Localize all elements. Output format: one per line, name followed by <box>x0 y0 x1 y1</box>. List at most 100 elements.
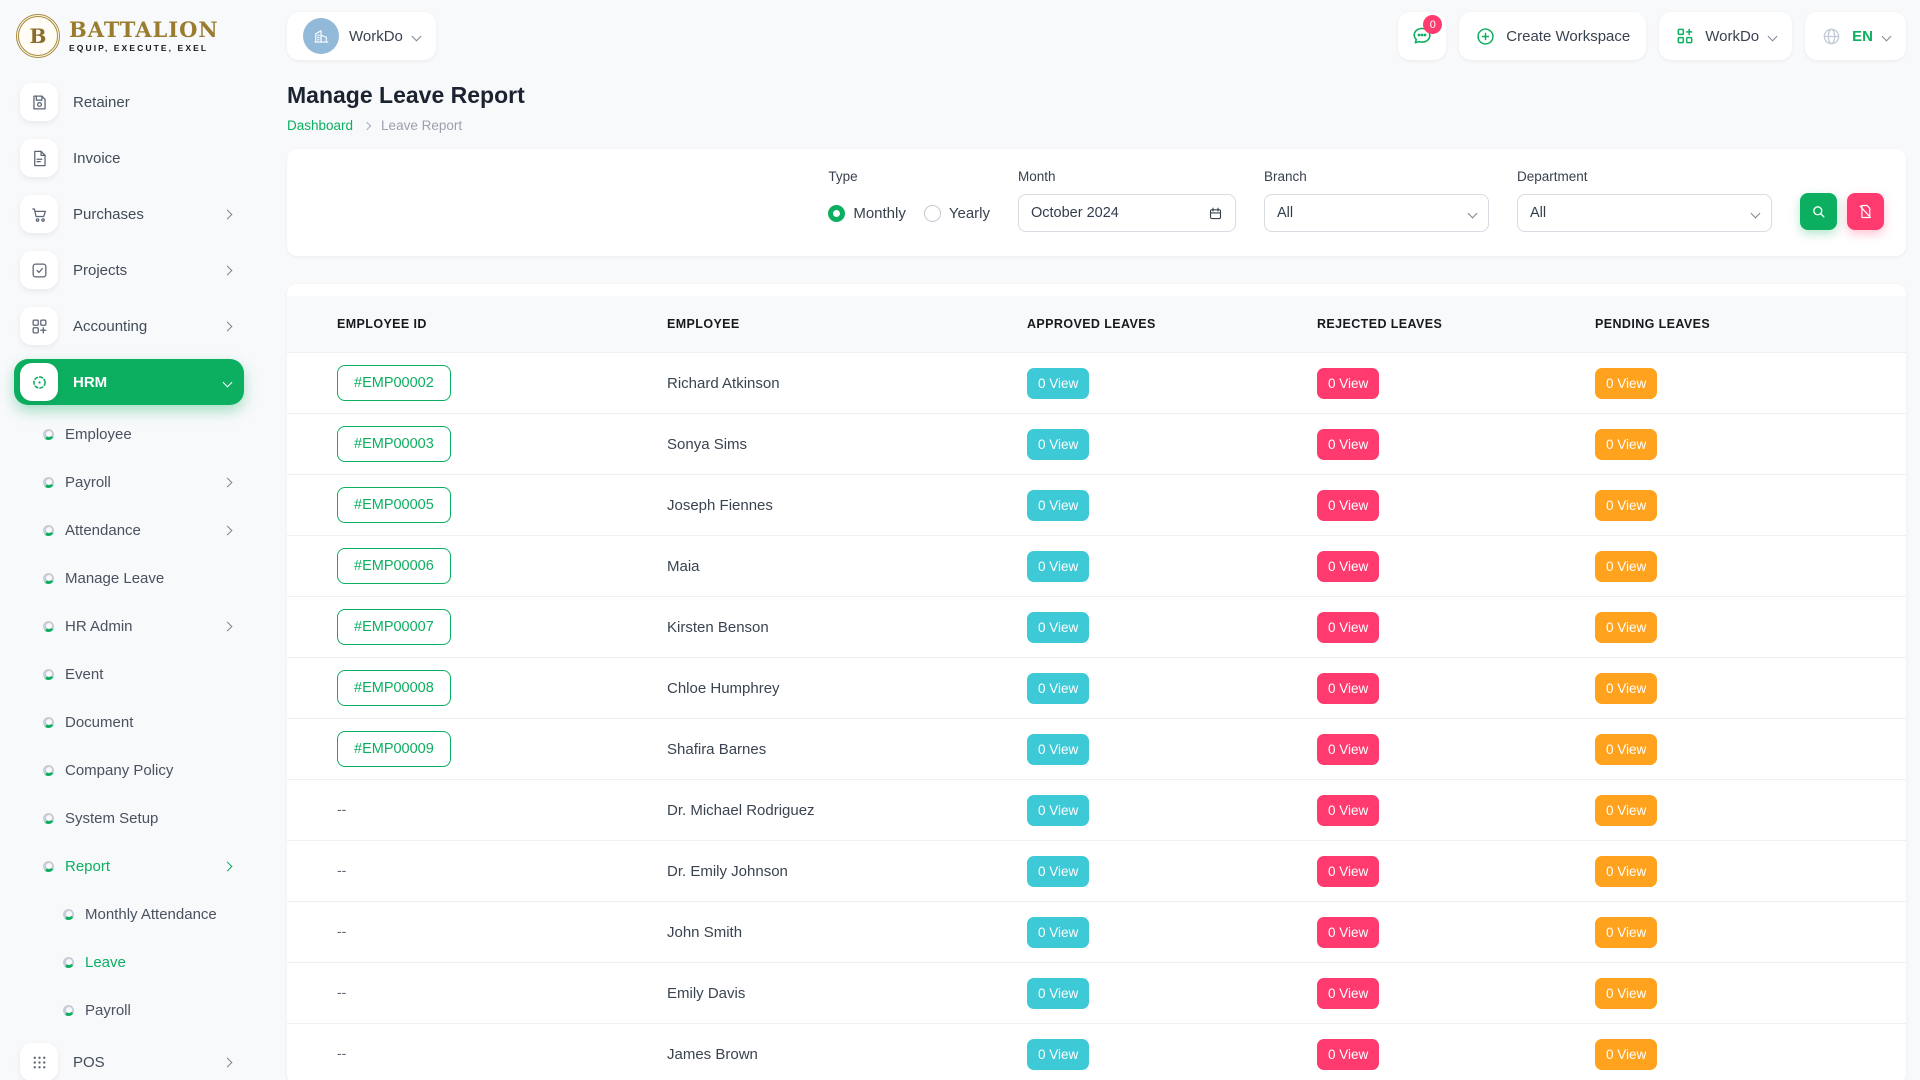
app-menu-label: WorkDo <box>1705 27 1760 45</box>
clear-filter-button[interactable] <box>1847 193 1884 230</box>
pending-view-button[interactable]: 0 View <box>1595 489 1658 521</box>
rejected-view-button[interactable]: 0 View <box>1317 1038 1380 1070</box>
sidebar-item-purchases[interactable]: Purchases <box>14 186 244 242</box>
rejected-view-button[interactable]: 0 View <box>1317 550 1380 582</box>
rejected-view-button[interactable]: 0 View <box>1317 367 1380 399</box>
employee-id-badge[interactable]: #EMP00007 <box>337 609 451 645</box>
sidebar-item-label: Invoice <box>73 149 121 167</box>
sidebar-subitem-report[interactable]: Report <box>14 842 244 890</box>
sidebar-subitem-system-setup[interactable]: System Setup <box>14 794 244 842</box>
rejected-view-button[interactable]: 0 View <box>1317 916 1380 948</box>
column-header-rejected-leaves: REJECTED LEAVES <box>1317 317 1443 331</box>
sidebar-subitem-report-payroll[interactable]: Payroll <box>14 986 244 1034</box>
approved-view-button[interactable]: 0 View <box>1027 977 1090 1009</box>
approved-view-button[interactable]: 0 View <box>1027 794 1090 826</box>
table-row: #EMP00007 Kirsten Benson 0 View 0 View 0… <box>287 596 1906 657</box>
approved-view-button[interactable]: 0 View <box>1027 489 1090 521</box>
check-square-icon <box>20 251 58 289</box>
chevron-right-icon <box>222 477 233 487</box>
approved-view-button[interactable]: 0 View <box>1027 1038 1090 1070</box>
employee-id-badge[interactable]: #EMP00002 <box>337 365 451 401</box>
employee-id-badge[interactable]: -- <box>337 923 347 939</box>
search-button[interactable] <box>1800 193 1837 230</box>
app-menu-button[interactable]: WorkDo <box>1659 12 1793 60</box>
radio-checked-icon[interactable] <box>828 204 846 222</box>
approved-view-button[interactable]: 0 View <box>1027 672 1090 704</box>
pending-view-button[interactable]: 0 View <box>1595 550 1658 582</box>
messages-button[interactable]: 0 <box>1398 12 1447 60</box>
workspace-switcher[interactable]: WorkDo <box>287 12 436 60</box>
approved-view-button[interactable]: 0 View <box>1027 916 1090 948</box>
language-selector[interactable]: EN <box>1805 12 1906 60</box>
sidebar-subitem-hr-admin[interactable]: HR Admin <box>14 602 244 650</box>
sidebar-item-hrm[interactable]: HRM <box>14 359 244 405</box>
month-input[interactable]: October 2024 <box>1018 194 1236 232</box>
sidebar-subitem-document[interactable]: Document <box>14 698 244 746</box>
employee-id-badge[interactable]: #EMP00005 <box>337 487 451 523</box>
employee-id-badge[interactable]: #EMP00008 <box>337 670 451 706</box>
pending-view-button[interactable]: 0 View <box>1595 428 1658 460</box>
sidebar-subitem-attendance[interactable]: Attendance <box>14 506 244 554</box>
sidebar-item-accounting[interactable]: Accounting <box>14 298 244 354</box>
rejected-view-button[interactable]: 0 View <box>1317 672 1380 704</box>
rejected-view-button[interactable]: 0 View <box>1317 794 1380 826</box>
rejected-view-button[interactable]: 0 View <box>1317 733 1380 765</box>
sidebar-subitem-event[interactable]: Event <box>14 650 244 698</box>
file-slash-icon <box>1859 204 1872 219</box>
brand-logo[interactable]: B BATTALION EQUIP, EXECUTE, EXEL <box>14 0 260 64</box>
table-row: -- Emily Davis 0 View 0 View 0 View <box>287 962 1906 1023</box>
pending-view-button[interactable]: 0 View <box>1595 794 1658 826</box>
sidebar-item-invoice[interactable]: Invoice <box>14 130 244 186</box>
pending-view-button[interactable]: 0 View <box>1595 672 1658 704</box>
pending-view-button[interactable]: 0 View <box>1595 977 1658 1009</box>
pending-view-button[interactable]: 0 View <box>1595 855 1658 887</box>
pending-view-button[interactable]: 0 View <box>1595 367 1658 399</box>
sidebar-item-retainer[interactable]: Retainer <box>14 74 244 130</box>
approved-view-button[interactable]: 0 View <box>1027 550 1090 582</box>
pending-view-button[interactable]: 0 View <box>1595 916 1658 948</box>
rejected-view-button[interactable]: 0 View <box>1317 489 1380 521</box>
rejected-view-button[interactable]: 0 View <box>1317 611 1380 643</box>
filter-card: Type Monthly Yearly Month October 2024 B… <box>287 149 1906 256</box>
radio-unchecked-icon[interactable] <box>923 204 941 222</box>
rejected-view-button[interactable]: 0 View <box>1317 428 1380 460</box>
sidebar-subitem-label: Company Policy <box>65 761 174 779</box>
employee-id-badge[interactable]: -- <box>337 862 347 878</box>
sidebar-subitem-payroll[interactable]: Payroll <box>14 458 244 506</box>
sidebar-item-projects[interactable]: Projects <box>14 242 244 298</box>
sidebar-item-pos[interactable]: POS <box>14 1034 244 1080</box>
month-value: October 2024 <box>1031 205 1119 221</box>
employee-name: Dr. Emily Johnson <box>667 862 788 880</box>
approved-view-button[interactable]: 0 View <box>1027 611 1090 643</box>
pending-view-button[interactable]: 0 View <box>1595 733 1658 765</box>
bullet-icon <box>63 1004 74 1016</box>
employee-id-badge[interactable]: #EMP00003 <box>337 426 451 462</box>
approved-view-button[interactable]: 0 View <box>1027 733 1090 765</box>
approved-view-button[interactable]: 0 View <box>1027 428 1090 460</box>
employee-id-badge[interactable]: -- <box>337 801 347 817</box>
branch-select[interactable]: All <box>1264 194 1489 232</box>
employee-id-badge[interactable]: -- <box>337 984 347 1000</box>
department-select[interactable]: All <box>1517 194 1772 232</box>
approved-view-button[interactable]: 0 View <box>1027 367 1090 399</box>
cart-icon <box>20 195 58 233</box>
department-filter-group: Department All <box>1517 169 1772 232</box>
employee-name: Maia <box>667 557 700 575</box>
approved-view-button[interactable]: 0 View <box>1027 855 1090 887</box>
sidebar-subitem-company-policy[interactable]: Company Policy <box>14 746 244 794</box>
employee-id-badge[interactable]: #EMP00009 <box>337 731 451 767</box>
type-radio-yearly[interactable]: Yearly <box>923 204 990 222</box>
sidebar-subitem-monthly-attendance[interactable]: Monthly Attendance <box>14 890 244 938</box>
rejected-view-button[interactable]: 0 View <box>1317 855 1380 887</box>
create-workspace-button[interactable]: Create Workspace <box>1459 12 1647 60</box>
pending-view-button[interactable]: 0 View <box>1595 611 1658 643</box>
sidebar-subitem-manage-leave[interactable]: Manage Leave <box>14 554 244 602</box>
sidebar-subitem-leave[interactable]: Leave <box>14 938 244 986</box>
employee-id-badge[interactable]: #EMP00006 <box>337 548 451 584</box>
rejected-view-button[interactable]: 0 View <box>1317 977 1380 1009</box>
type-radio-monthly[interactable]: Monthly <box>828 204 906 222</box>
pending-view-button[interactable]: 0 View <box>1595 1038 1658 1070</box>
breadcrumb-dashboard-link[interactable]: Dashboard <box>287 118 354 133</box>
sidebar-subitem-employee[interactable]: Employee <box>14 410 244 458</box>
employee-id-badge[interactable]: -- <box>337 1045 347 1061</box>
